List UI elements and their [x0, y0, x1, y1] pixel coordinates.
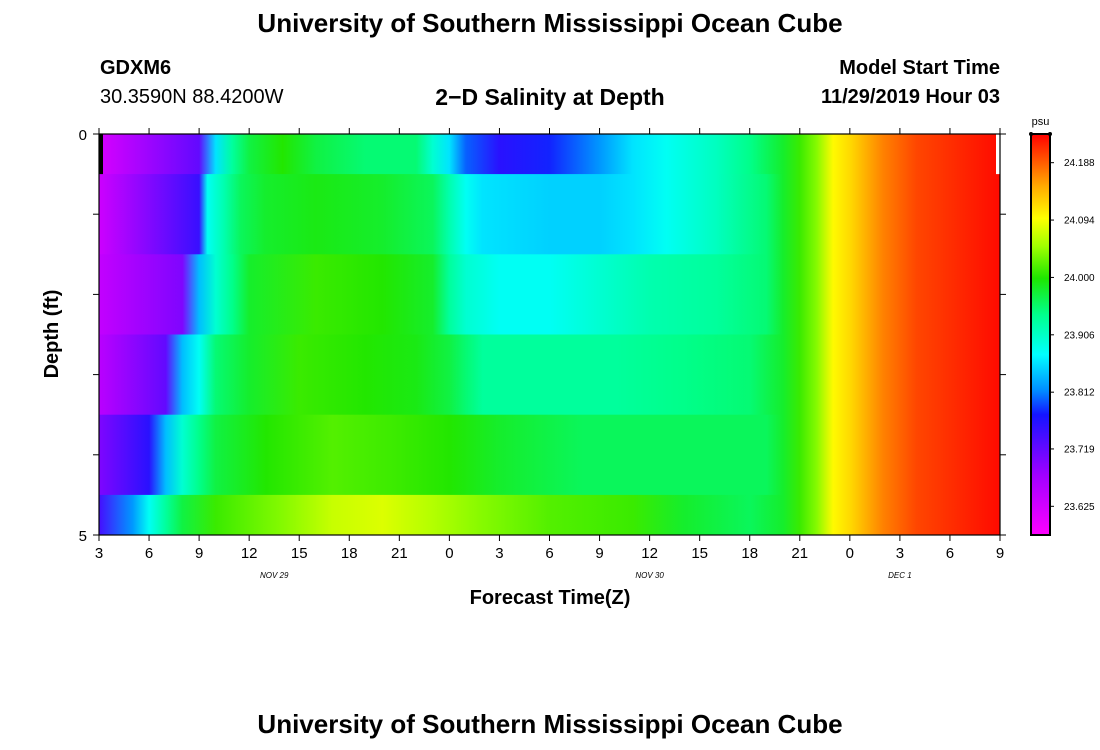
model-start-value: 11/29/2019 Hour 03 [820, 86, 1000, 108]
model-start-label: Model Start Time [839, 57, 1000, 79]
footer-title: University of Southern Mississippi Ocean… [257, 709, 843, 739]
depth-band [99, 494, 1000, 536]
x-tick-label: 9 [595, 545, 603, 562]
x-axis: 3 6 9 12 15 18 21 0 3 6 9 12 15 18 21 0 3 6 9 NOV 29 NOV 30 D… [95, 128, 1004, 580]
depth-band [99, 334, 1000, 416]
y-axis-label: Depth (ft) [41, 290, 63, 379]
colorbar-unit: psu [1032, 116, 1050, 128]
colorbar: psu 24.188 24.094 24.000 23.906 23.812 23.719 2… [1029, 116, 1095, 536]
x-tick-label: 6 [545, 545, 553, 562]
colorbar-marker [1048, 132, 1052, 136]
depth-band [99, 134, 1000, 175]
x-tick-label: 9 [195, 545, 203, 562]
colorbar-label: 24.000 [1064, 273, 1095, 284]
y-tick-label: 5 [79, 528, 87, 545]
colorbar-label: 23.812 [1064, 388, 1095, 399]
x-tick-label: 12 [641, 545, 658, 562]
chart-title: 2−D Salinity at Depth [435, 84, 665, 110]
x-tick-label: 0 [846, 545, 854, 562]
depth-band [99, 414, 1000, 496]
heatmap-bands [99, 134, 1000, 536]
depth-band [99, 174, 1000, 255]
page-title: University of Southern Mississippi Ocean… [257, 8, 843, 38]
surface-marker-left [99, 134, 103, 175]
x-tick-label: 0 [445, 545, 453, 562]
station-location: 30.3590N 88.4200W [100, 86, 284, 108]
colorbar-label: 23.906 [1064, 330, 1095, 341]
colorbar-label: 23.719 [1064, 444, 1095, 455]
x-tick-label: 6 [946, 545, 954, 562]
x-tick-label: 3 [896, 545, 904, 562]
x-tick-label: 9 [996, 545, 1004, 562]
colorbar-label: 23.625 [1064, 502, 1095, 513]
y-tick-label: 0 [79, 127, 87, 144]
x-axis-label: Forecast Time(Z) [470, 587, 631, 609]
station-id: GDXM6 [100, 57, 172, 79]
colorbar-label: 24.094 [1064, 216, 1095, 227]
x-tick-label: 6 [145, 545, 153, 562]
x-tick-label: 21 [791, 545, 808, 562]
colorbar-scale [1030, 133, 1051, 536]
colorbar-label: 24.188 [1064, 158, 1095, 169]
x-tick-label: 18 [741, 545, 758, 562]
date-label: NOV 29 [260, 571, 289, 580]
x-tick-label: 15 [291, 545, 308, 562]
date-label: NOV 30 [635, 571, 664, 580]
y-axis: 05 [79, 127, 1006, 545]
colorbar-marker [1029, 132, 1033, 136]
surface-marker-right [996, 134, 1000, 175]
x-tick-label: 15 [691, 545, 708, 562]
depth-band [99, 254, 1000, 335]
x-tick-label: 3 [495, 545, 503, 562]
date-label: DEC 1 [888, 571, 912, 580]
x-tick-label: 12 [241, 545, 258, 562]
x-tick-label: 18 [341, 545, 358, 562]
x-tick-label: 3 [95, 545, 103, 562]
x-tick-label: 21 [391, 545, 408, 562]
